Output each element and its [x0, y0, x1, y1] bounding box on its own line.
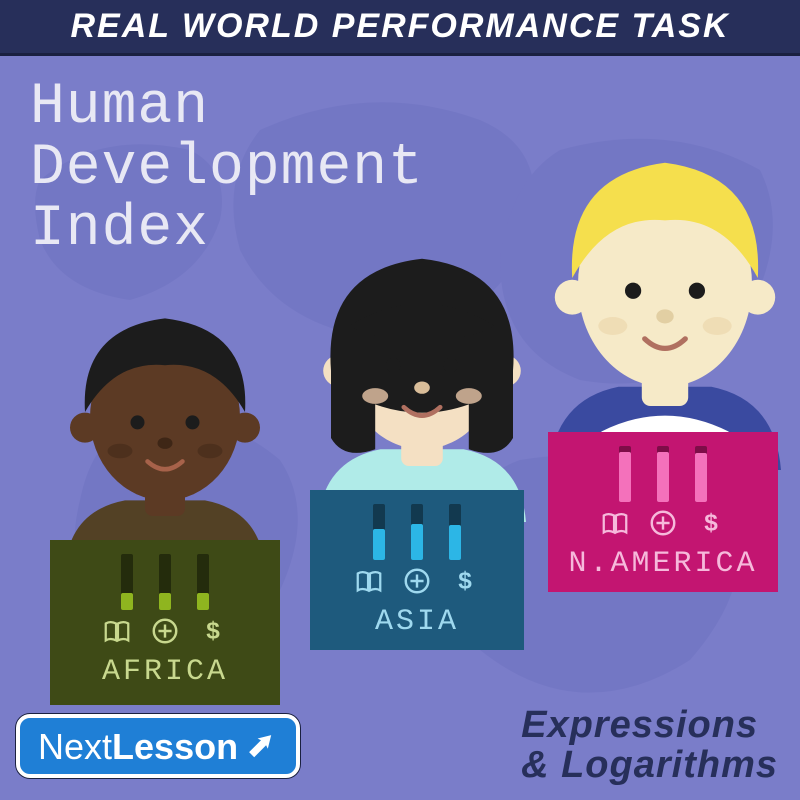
bar-slot — [695, 446, 707, 502]
svg-text:$: $ — [206, 618, 220, 645]
bar-slot — [657, 446, 669, 502]
bar-chart — [619, 446, 707, 502]
svg-text:$: $ — [704, 510, 718, 537]
region-card-africa: $ AFRICA — [50, 540, 280, 705]
bar-chart — [373, 504, 461, 560]
title-line-1: Human — [30, 78, 424, 139]
nextlesson-logo: NextLesson — [16, 714, 300, 778]
bar-fill — [449, 525, 461, 560]
bar-fill — [121, 593, 133, 610]
book-icon — [600, 508, 630, 543]
region-label: ASIA — [375, 605, 459, 639]
plus-circle-icon — [648, 508, 678, 543]
bar-fill — [695, 453, 707, 502]
topic-subtitle: Expressions & Logarithms — [521, 706, 778, 786]
bar-slot — [619, 446, 631, 502]
subtitle-line-1: Expressions — [521, 706, 778, 746]
plus-circle-icon — [402, 566, 432, 601]
region-label: AFRICA — [102, 655, 228, 689]
region-card-asia: $ ASIA — [310, 490, 524, 650]
person-namerica — [520, 150, 800, 470]
svg-text:$: $ — [458, 568, 472, 595]
bar-fill — [657, 452, 669, 502]
bar-slot — [449, 504, 461, 560]
bar-fill — [159, 593, 171, 610]
arrow-icon — [244, 730, 278, 764]
main-title: Human Development Index — [30, 78, 424, 261]
bar-fill — [197, 593, 209, 610]
header-banner: REAL WORLD PERFORMANCE TASK — [0, 0, 800, 56]
dollar-icon: $ — [198, 616, 228, 651]
bar-fill — [373, 529, 385, 560]
person-africa — [40, 308, 290, 568]
plus-circle-icon — [150, 616, 180, 651]
bar-slot — [159, 554, 171, 610]
region-card-namerica: $ N.AMERICA — [548, 432, 778, 592]
logo-text: NextLesson — [38, 726, 238, 768]
bar-fill — [619, 452, 631, 502]
metric-icons: $ — [354, 566, 480, 601]
book-icon — [354, 566, 384, 601]
bar-slot — [121, 554, 133, 610]
banner-title: REAL WORLD PERFORMANCE TASK — [70, 7, 729, 46]
metric-icons: $ — [102, 616, 228, 651]
bar-slot — [197, 554, 209, 610]
subtitle-line-2: & Logarithms — [521, 746, 778, 786]
book-icon — [102, 616, 132, 651]
bar-chart — [121, 554, 209, 610]
person-asia — [292, 242, 552, 522]
bar-slot — [411, 504, 423, 560]
dollar-icon: $ — [450, 566, 480, 601]
region-label: N.AMERICA — [568, 547, 757, 581]
metric-icons: $ — [600, 508, 726, 543]
title-line-2: Development — [30, 139, 424, 200]
bar-slot — [373, 504, 385, 560]
dollar-icon: $ — [696, 508, 726, 543]
bar-fill — [411, 524, 423, 560]
